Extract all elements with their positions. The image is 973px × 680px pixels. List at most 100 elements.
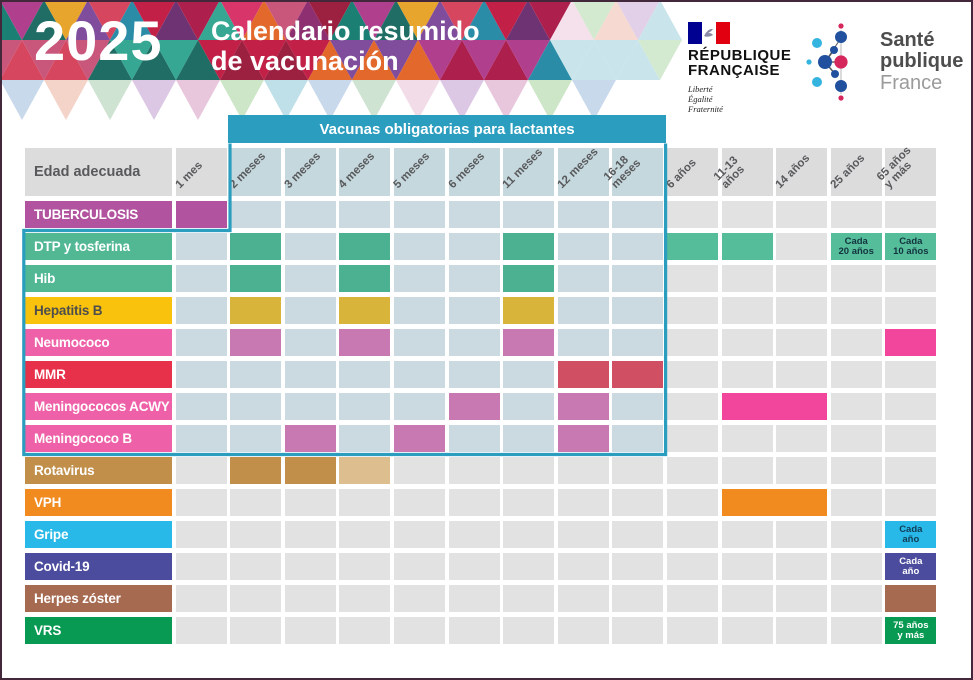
dose-cell	[393, 425, 445, 452]
empty-cell	[557, 265, 609, 292]
dose-cell	[721, 233, 773, 260]
empty-cell	[666, 553, 718, 580]
empty-cell	[885, 457, 937, 484]
empty-cell	[393, 297, 445, 324]
empty-cell	[612, 553, 664, 580]
column-header-label: 1 mes	[173, 159, 205, 191]
empty-cell	[448, 361, 500, 388]
empty-cell	[284, 585, 336, 612]
empty-cell	[448, 489, 500, 516]
empty-cell	[448, 617, 500, 644]
corner-header-edad-adecuada: Edad adecuada	[25, 148, 172, 196]
empty-cell	[830, 521, 882, 548]
empty-cell	[666, 521, 718, 548]
empty-cell	[776, 425, 828, 452]
empty-cell	[230, 201, 282, 228]
empty-cell	[339, 617, 391, 644]
dose-cell	[230, 457, 282, 484]
empty-cell	[721, 265, 773, 292]
empty-cell	[666, 329, 718, 356]
empty-cell	[557, 521, 609, 548]
empty-cell	[230, 521, 282, 548]
empty-cell	[776, 617, 828, 644]
dose-cell: Cada 20 años	[830, 233, 882, 260]
dose-cell	[721, 393, 828, 420]
empty-cell	[503, 361, 555, 388]
empty-cell	[175, 361, 227, 388]
empty-cell	[284, 617, 336, 644]
empty-cell	[230, 553, 282, 580]
empty-cell	[721, 297, 773, 324]
dose-cell-note: Cada 10 años	[893, 235, 929, 257]
empty-cell	[776, 553, 828, 580]
empty-cell	[284, 489, 336, 516]
empty-cell	[830, 489, 882, 516]
obligatory-vaccines-banner: Vacunas obligatorias para lactantes	[228, 115, 666, 143]
dose-cell-note: Cada 20 años	[838, 235, 874, 257]
empty-cell	[503, 489, 555, 516]
dose-cell	[885, 329, 937, 356]
dose-cell	[503, 233, 555, 260]
empty-cell	[721, 617, 773, 644]
column-header-5-meses: 5 meses	[391, 148, 445, 196]
empty-cell	[284, 297, 336, 324]
empty-cell	[612, 201, 664, 228]
header-mosaic-decoration	[0, 0, 682, 120]
empty-cell	[503, 201, 555, 228]
column-header-label: 14 años	[773, 152, 813, 191]
empty-cell	[175, 585, 227, 612]
column-header-4-meses: 4 meses	[337, 148, 391, 196]
dose-cell	[339, 329, 391, 356]
empty-cell	[448, 265, 500, 292]
empty-cell	[830, 585, 882, 612]
row-label-hepatitis-b: Hepatitis B	[25, 297, 172, 324]
empty-cell	[284, 233, 336, 260]
empty-cell	[503, 585, 555, 612]
dose-cell-note: Cada año	[899, 523, 923, 545]
dose-cell	[284, 457, 336, 484]
empty-cell	[448, 521, 500, 548]
empty-cell	[557, 585, 609, 612]
dose-cell	[230, 329, 282, 356]
column-header-12-meses: 12 meses	[555, 146, 609, 196]
republique-francaise-label: RÉPUBLIQUE FRANÇAISE	[688, 47, 792, 79]
empty-cell	[393, 617, 445, 644]
empty-cell	[175, 425, 227, 452]
empty-cell	[503, 425, 555, 452]
empty-cell	[776, 361, 828, 388]
empty-cell	[721, 521, 773, 548]
empty-cell	[557, 201, 609, 228]
empty-cell	[885, 297, 937, 324]
column-header-1-mes: 1 mes	[173, 148, 227, 196]
dose-cell: Cada año	[885, 553, 937, 580]
page-title: Calendario resumido de vacunación	[211, 16, 480, 76]
dose-cell: 75 años y más	[885, 617, 937, 644]
row-label-mmr: MMR	[25, 361, 172, 388]
dose-cell	[557, 361, 609, 388]
dose-cell	[721, 489, 828, 516]
empty-cell	[885, 425, 937, 452]
row-label-neumococo: Neumococo	[25, 329, 172, 356]
empty-cell	[448, 553, 500, 580]
dose-cell	[230, 233, 282, 260]
dose-cell	[448, 393, 500, 420]
empty-cell	[448, 233, 500, 260]
republique-francaise-logo: RÉPUBLIQUE FRANÇAISE Liberté Égalité Fra…	[688, 22, 791, 114]
empty-cell	[284, 201, 336, 228]
empty-cell	[230, 585, 282, 612]
dose-cell: Cada 10 años	[885, 233, 937, 260]
empty-cell	[776, 585, 828, 612]
row-label-meningococos-acwy: Meningococos ACWY	[25, 393, 172, 420]
empty-cell	[885, 361, 937, 388]
empty-cell	[885, 489, 937, 516]
empty-cell	[284, 265, 336, 292]
empty-cell	[776, 329, 828, 356]
empty-cell	[557, 329, 609, 356]
empty-cell	[612, 265, 664, 292]
column-header-6-años: 6 años	[664, 148, 718, 196]
empty-cell	[612, 425, 664, 452]
empty-cell	[175, 617, 227, 644]
empty-cell	[830, 297, 882, 324]
empty-cell	[339, 201, 391, 228]
spf-label-france: France	[880, 72, 943, 94]
